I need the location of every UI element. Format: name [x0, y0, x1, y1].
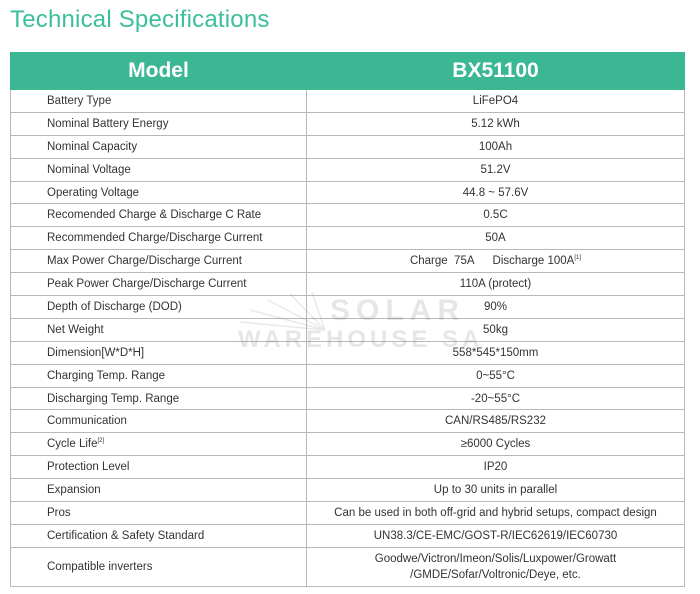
row-label: Max Power Charge/Discharge Current	[10, 249, 307, 274]
row-label: Certification & Safety Standard	[10, 523, 307, 548]
table-row: Cycle Life[2] ≥6000 Cycles	[10, 432, 685, 457]
row-value: Goodwe/Victron/Imeon/Solis/Luxpower/Grow…	[306, 546, 685, 587]
row-label: Recommended Charge/Discharge Current	[10, 226, 307, 251]
table-row: Nominal Voltage 51.2V	[10, 157, 685, 182]
row-value: Can be used in both off-grid and hybrid …	[306, 501, 685, 525]
table-row: Recomended Charge & Discharge C Rate 0.5…	[10, 203, 685, 228]
table-row: Operating Voltage 44.8 ~ 57.6V	[10, 180, 685, 205]
table-row: Nominal Battery Energy 5.12 kWh	[10, 111, 685, 136]
row-label: Expansion	[10, 478, 307, 503]
footnote-marker: [2]	[97, 438, 105, 445]
inverters-line2: /GMDE/Sofar/Voltronic/Deye, etc.	[410, 568, 581, 581]
table-row: Certification & Safety Standard UN38.3/C…	[10, 523, 685, 548]
row-label: Recomended Charge & Discharge C Rate	[10, 203, 307, 228]
row-value: 100Ah	[306, 134, 685, 159]
table-row: Discharging Temp. Range -20~55°C	[10, 386, 685, 411]
table-row: Nominal Capacity 100Ah	[10, 134, 685, 159]
row-value: 110A (protect)	[306, 272, 685, 297]
row-value: LiFePO4	[306, 89, 685, 113]
table-row: Compatible inverters Goodwe/Victron/Imeo…	[10, 546, 685, 587]
row-label: Nominal Battery Energy	[10, 111, 307, 136]
row-label: Cycle Life[2]	[10, 432, 307, 457]
row-label: Dimension[W*D*H]	[10, 340, 307, 365]
table-row: Pros Can be used in both off-grid and hy…	[10, 501, 685, 525]
table-row: Dimension[W*D*H] 558*545*150mm	[10, 340, 685, 365]
header-model-label: Model	[10, 52, 307, 90]
row-label: Operating Voltage	[10, 180, 307, 205]
row-label: Discharging Temp. Range	[10, 386, 307, 411]
row-label: Battery Type	[10, 89, 307, 113]
row-value: UN38.3/CE-EMC/GOST-R/IEC62619/IEC60730	[306, 523, 685, 548]
table-row: Net Weight 50kg	[10, 317, 685, 342]
table-row: Protection Level IP20	[10, 455, 685, 480]
row-value: 51.2V	[306, 157, 685, 182]
row-value: ≥6000 Cycles	[306, 432, 685, 457]
row-label: Depth of Discharge (DOD)	[10, 295, 307, 319]
page-title: Technical Specifications	[10, 6, 270, 33]
row-value: Up to 30 units in parallel	[306, 478, 685, 503]
row-value: 44.8 ~ 57.6V	[306, 180, 685, 205]
row-value: 90%	[306, 295, 685, 319]
table-row: Communication CAN/RS485/RS232	[10, 409, 685, 434]
row-label: Peak Power Charge/Discharge Current	[10, 272, 307, 297]
table-row: Expansion Up to 30 units in parallel	[10, 478, 685, 503]
header-model-value: BX51100	[306, 52, 685, 90]
table-row: Charging Temp. Range 0~55°C	[10, 363, 685, 388]
table-header-row: Model BX51100	[10, 52, 685, 90]
row-value: 50A	[306, 226, 685, 251]
inverters-line1: Goodwe/Victron/Imeon/Solis/Luxpower/Grow…	[374, 552, 617, 565]
footnote-marker: [1]	[574, 255, 582, 262]
row-label: Protection Level	[10, 455, 307, 480]
cycle-life-label: Cycle Life	[47, 438, 98, 451]
table-row: Recommended Charge/Discharge Current 50A	[10, 226, 685, 251]
spec-table: Model BX51100 Battery Type LiFePO4 Nomin…	[10, 52, 685, 587]
row-value: 50kg	[306, 317, 685, 342]
row-value: CAN/RS485/RS232	[306, 409, 685, 434]
row-value: Charge 75A Discharge 100A[1]	[306, 249, 685, 274]
row-value: 558*545*150mm	[306, 340, 685, 365]
row-value: IP20	[306, 455, 685, 480]
row-value: 5.12 kWh	[306, 111, 685, 136]
discharge-value: Discharge 100A	[492, 255, 575, 268]
row-value: 0.5C	[306, 203, 685, 228]
row-label: Net Weight	[10, 317, 307, 342]
row-label: Communication	[10, 409, 307, 434]
row-label: Charging Temp. Range	[10, 363, 307, 388]
row-label: Compatible inverters	[10, 546, 307, 587]
row-value: 0~55°C	[306, 363, 685, 388]
row-label: Nominal Voltage	[10, 157, 307, 182]
row-label: Pros	[10, 501, 307, 525]
table-row: Depth of Discharge (DOD) 90%	[10, 295, 685, 319]
table-row: Battery Type LiFePO4	[10, 89, 685, 113]
row-value: -20~55°C	[306, 386, 685, 411]
charge-value: Charge 75A	[409, 255, 475, 268]
row-label: Nominal Capacity	[10, 134, 307, 159]
table-row: Peak Power Charge/Discharge Current 110A…	[10, 272, 685, 297]
table-row: Max Power Charge/Discharge Current Charg…	[10, 249, 685, 274]
